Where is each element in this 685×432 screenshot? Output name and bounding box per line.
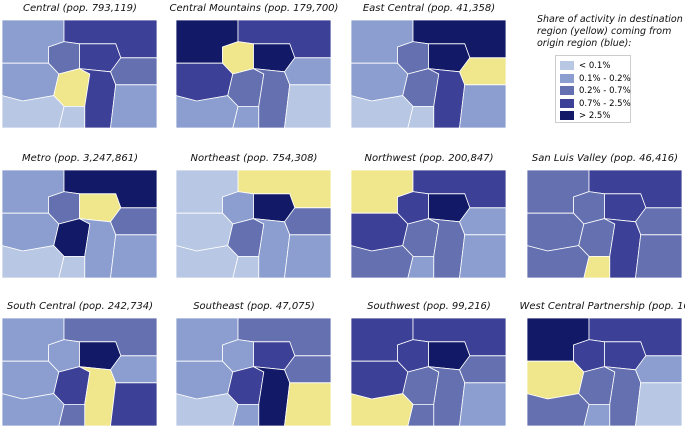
map-title: Metro (pop. 3,247,861) [22, 153, 138, 164]
legend-swatch [560, 73, 574, 83]
origin-region [176, 212, 234, 252]
origin-region [428, 68, 466, 128]
origin-region [459, 382, 506, 426]
legend-swatch [560, 111, 574, 120]
origin-region [428, 366, 466, 426]
origin-region [253, 366, 291, 426]
origin-region [635, 207, 682, 236]
origin-region [2, 245, 65, 278]
origin-region [284, 234, 331, 278]
origin-region [2, 212, 60, 252]
legend-item: > 2.5% [560, 110, 610, 122]
map-title: Southeast (pop. 47,075) [193, 301, 315, 312]
destination-region [459, 57, 506, 86]
map [527, 318, 682, 426]
map [2, 318, 157, 426]
legend-label: > 2.5% [579, 111, 611, 121]
origin-region [110, 234, 157, 278]
origin-region [284, 84, 331, 128]
destination-region [79, 366, 117, 426]
legend-title: Share of activity in destination region … [537, 14, 683, 49]
origin-region [635, 382, 682, 426]
map [2, 20, 157, 128]
origin-region [527, 212, 585, 252]
map-title: South Central (pop. 242,734) [6, 301, 154, 312]
legend-swatch [560, 86, 574, 95]
origin-region [604, 218, 642, 278]
legend-label: 0.7% - 2.5% [579, 98, 631, 109]
origin-region [110, 57, 157, 86]
map [176, 170, 331, 278]
origin-region [110, 382, 157, 426]
origin-region [351, 95, 414, 128]
origin-region [79, 68, 117, 128]
map [176, 20, 331, 128]
origin-region [110, 355, 157, 384]
origin-region [2, 95, 65, 128]
origin-region [459, 84, 506, 128]
destination-region [284, 382, 331, 426]
origin-region [527, 245, 590, 278]
map [351, 170, 506, 278]
origin-region [110, 207, 157, 236]
legend-label: 0.2% - 0.7% [579, 86, 631, 96]
origin-region [2, 62, 60, 102]
origin-region [2, 393, 65, 426]
map [351, 20, 506, 128]
origin-region [351, 212, 409, 252]
map [351, 318, 506, 426]
legend: < 0.1% 0.1% - 0.2% 0.2% - 0.7% 0.7% - 2.5% >… [555, 55, 631, 123]
map-title: Northeast (pop. 754,308) [190, 153, 318, 164]
map-title: Southwest (pop. 99,216) [367, 301, 491, 312]
origin-region [284, 207, 331, 236]
legend-swatch [560, 98, 574, 108]
map-title: East Central (pop. 41,358) [362, 3, 496, 14]
origin-region [351, 62, 409, 102]
map-title: Central (pop. 793,119) [23, 3, 137, 14]
legend-item: < 0.1% [560, 60, 610, 72]
origin-region [110, 84, 157, 128]
map [527, 170, 682, 278]
origin-region [176, 360, 234, 400]
map-title: Central Mountains (pop. 179,700) [169, 3, 339, 14]
origin-region [176, 95, 239, 128]
map-title: Northwest (pop. 200,847) [364, 153, 494, 164]
origin-region [253, 218, 291, 278]
legend-item: 0.7% - 2.5% [560, 98, 631, 110]
origin-region [459, 234, 506, 278]
origin-region [604, 366, 642, 426]
map-title: San Luis Valley (pop. 46,416) [531, 153, 679, 164]
origin-region [176, 393, 239, 426]
legend-item: 0.1% - 0.2% [560, 73, 631, 85]
origin-region [459, 207, 506, 236]
origin-region [459, 355, 506, 384]
destination-region [351, 393, 414, 426]
origin-region [79, 218, 117, 278]
destination-region [527, 360, 585, 400]
origin-region [176, 245, 239, 278]
origin-region [635, 355, 682, 384]
map [176, 318, 331, 426]
origin-region [2, 360, 60, 400]
origin-region [351, 245, 414, 278]
origin-region [176, 62, 234, 102]
origin-region [351, 360, 409, 400]
map [2, 170, 157, 278]
map-title: West Central Partnership (pop. 106,102) [519, 301, 685, 312]
legend-swatch [560, 61, 574, 70]
origin-region [635, 234, 682, 278]
origin-region [253, 68, 291, 128]
origin-region [428, 218, 466, 278]
origin-region [284, 57, 331, 86]
origin-region [527, 393, 590, 426]
legend-label: 0.1% - 0.2% [579, 73, 631, 84]
origin-region [284, 355, 331, 384]
legend-label: < 0.1% [579, 61, 611, 71]
legend-item: 0.2% - 0.7% [560, 85, 631, 97]
